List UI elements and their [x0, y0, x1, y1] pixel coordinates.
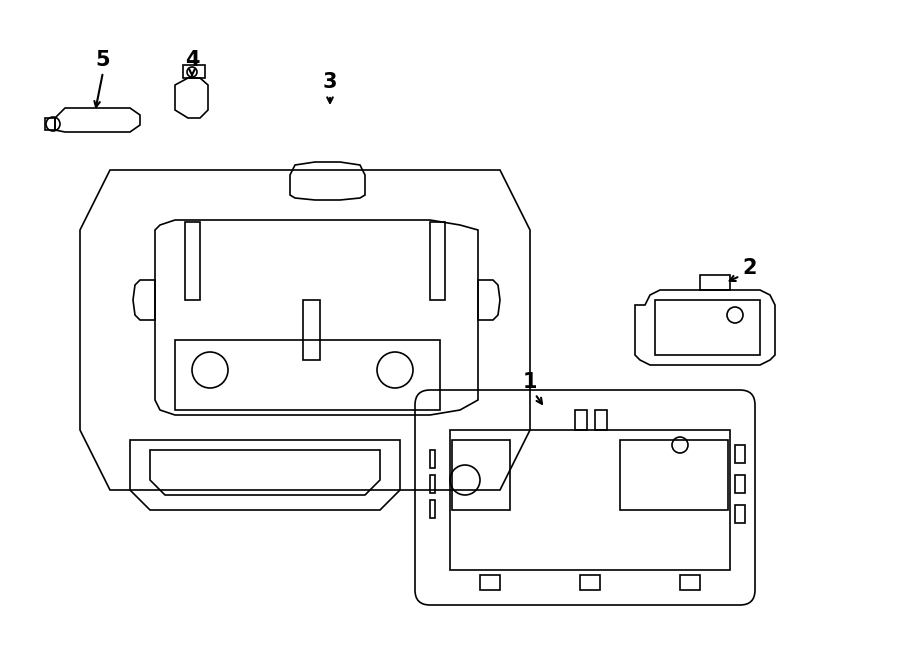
Text: 5: 5 — [95, 50, 111, 70]
Text: 1: 1 — [523, 372, 537, 392]
Text: 3: 3 — [323, 72, 338, 92]
Text: 4: 4 — [184, 50, 199, 70]
Text: 2: 2 — [742, 258, 757, 278]
